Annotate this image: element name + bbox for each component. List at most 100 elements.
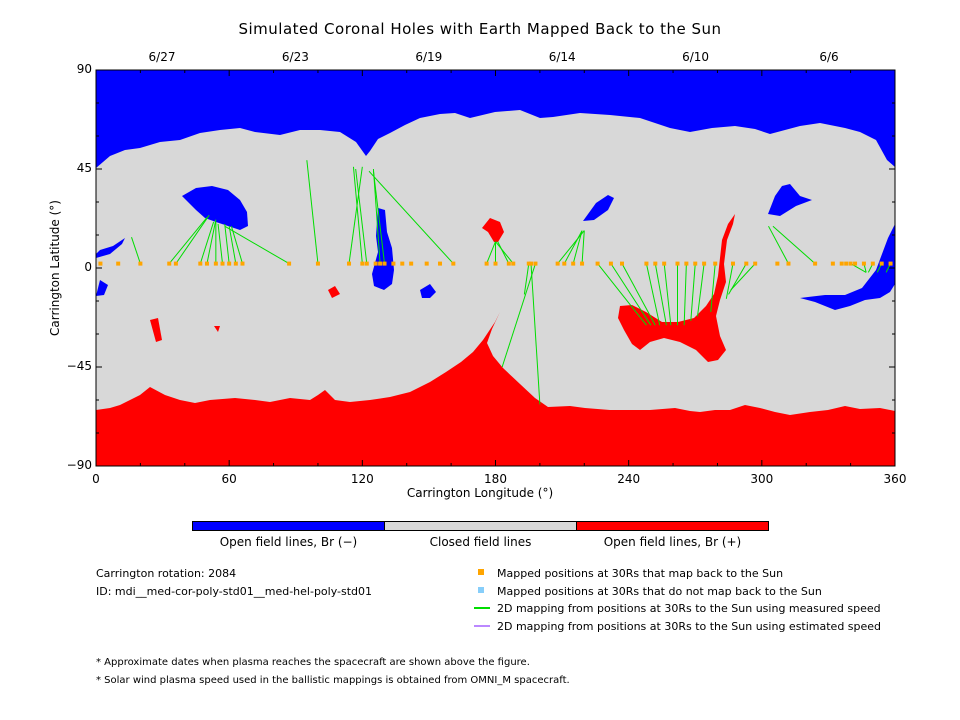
date-label: 6/19: [415, 50, 443, 64]
mapped-point-52: [786, 261, 791, 266]
mapped-point-24: [438, 261, 443, 266]
mapped-point-48: [730, 261, 735, 266]
mapped-point-33: [555, 261, 560, 266]
legend-blue-square-icon: [478, 587, 484, 593]
mapped-point-51: [775, 261, 780, 266]
y-tick-label: 0: [84, 260, 92, 274]
mapped-point-44: [684, 261, 689, 266]
mapped-point-53: [813, 261, 818, 266]
coronal-hole-blue-1: [96, 228, 130, 296]
mapping-line-2: [175, 214, 210, 264]
mapping-line-28: [581, 230, 585, 264]
x-tick-label: 0: [92, 472, 100, 486]
mapping-line-32: [645, 263, 661, 326]
coronal-hole-red-4: [150, 318, 162, 342]
mapping-line-29: [597, 263, 647, 326]
x-tick-label: 120: [350, 472, 374, 486]
mapped-point-47: [713, 261, 718, 266]
mapped-point-23: [424, 261, 429, 266]
mapped-point-31: [529, 261, 534, 266]
mapped-point-32: [533, 261, 538, 266]
mapping-line-39: [710, 263, 716, 313]
mapped-points: [98, 261, 893, 266]
mapped-point-45: [693, 261, 698, 266]
colorbar-label-closed: Closed field lines: [429, 535, 532, 549]
mapped-point-19: [382, 261, 387, 266]
mapped-point-5: [198, 261, 203, 266]
mapped-point-17: [373, 261, 378, 266]
mapped-point-35: [571, 261, 576, 266]
coronal-hole-red-3: [328, 286, 340, 298]
mapped-point-21: [400, 261, 405, 266]
mapping-line-42: [730, 263, 756, 291]
mapped-point-27: [493, 261, 498, 266]
mapped-point-3: [167, 261, 172, 266]
mapping-line-20: [497, 241, 510, 264]
y-tick-label: 45: [76, 161, 92, 175]
x-axis-label: Carrington Longitude (°): [406, 486, 554, 500]
mapped-point-30: [526, 261, 531, 266]
mapping-line-25: [557, 230, 585, 264]
chart-title: Simulated Coronal Holes with Earth Mappe…: [238, 20, 722, 38]
mapping-line-43: [768, 225, 789, 264]
legend-label-measured: 2D mapping from positions at 30Rs to the…: [497, 602, 881, 615]
mapped-point-26: [484, 261, 489, 266]
colorbar-closed: [384, 521, 577, 531]
legend-label-mapped: Mapped positions at 30Rs that map back t…: [497, 567, 784, 580]
mapping-line-36: [683, 263, 687, 326]
mapped-point-36: [580, 261, 585, 266]
mapped-point-25: [451, 261, 456, 266]
mapped-point-41: [653, 261, 658, 266]
date-label: 6/6: [819, 50, 839, 64]
date-label: 6/14: [548, 50, 576, 64]
mapping-line-31: [621, 263, 656, 326]
mapping-line-26: [563, 230, 583, 264]
coronal-hole-blue-2: [182, 186, 248, 230]
x-tick-label: 60: [221, 472, 237, 486]
model-id: ID: mdi__med-cor-poly-std01__med-hel-pol…: [96, 585, 373, 598]
legend-label-estimated: 2D mapping from positions at 30Rs to the…: [497, 620, 882, 633]
mapped-point-2: [138, 261, 143, 266]
colorbar-label-negative: Open field lines, Br (−): [219, 535, 358, 549]
mapped-point-34: [562, 261, 567, 266]
mapped-point-15: [360, 261, 365, 266]
mapped-point-28: [506, 261, 511, 266]
mapped-point-18: [378, 261, 383, 266]
colorbar-positive: [576, 521, 769, 531]
mapping-line-44: [772, 225, 816, 264]
colorbar-negative: [192, 521, 385, 531]
mapping-line-22: [523, 263, 530, 295]
y-tick-label: −45: [66, 359, 92, 373]
mapped-point-0: [98, 261, 103, 266]
mapped-point-62: [888, 261, 893, 266]
mapped-point-22: [409, 261, 414, 266]
carrington-rotation: Carrington rotation: 2084: [96, 567, 237, 580]
x-tick-label: 180: [484, 472, 507, 486]
mapped-point-13: [315, 261, 320, 266]
mapping-line-14: [355, 168, 368, 264]
mapping-line-33: [654, 263, 667, 326]
mapping-line-17: [368, 170, 454, 264]
y-axis-label: Carrington Latitude (°): [48, 200, 62, 336]
mapped-point-20: [391, 261, 396, 266]
mapped-point-42: [662, 261, 667, 266]
mapping-line-16: [372, 171, 386, 264]
legend-orange-square-icon: [478, 569, 484, 575]
mapping-line-8: [228, 226, 237, 264]
x-tick-label: 360: [883, 472, 907, 486]
mapping-line-15: [372, 168, 381, 264]
x-tick-label: 300: [750, 472, 774, 486]
mapping-line-10: [224, 225, 290, 265]
mapping-line-34: [663, 263, 672, 326]
south-polar-coronal-hole: [96, 312, 895, 466]
mapped-point-56: [844, 261, 849, 266]
mapped-point-9: [227, 261, 232, 266]
mapped-point-37: [595, 261, 600, 266]
coronal-hole-blue-7: [800, 224, 895, 310]
mapped-point-40: [644, 261, 649, 266]
coronal-hole-red-2: [618, 214, 735, 362]
mapped-point-54: [830, 261, 835, 266]
x-tick-label: 240: [617, 472, 641, 486]
mapped-point-11: [240, 261, 245, 266]
